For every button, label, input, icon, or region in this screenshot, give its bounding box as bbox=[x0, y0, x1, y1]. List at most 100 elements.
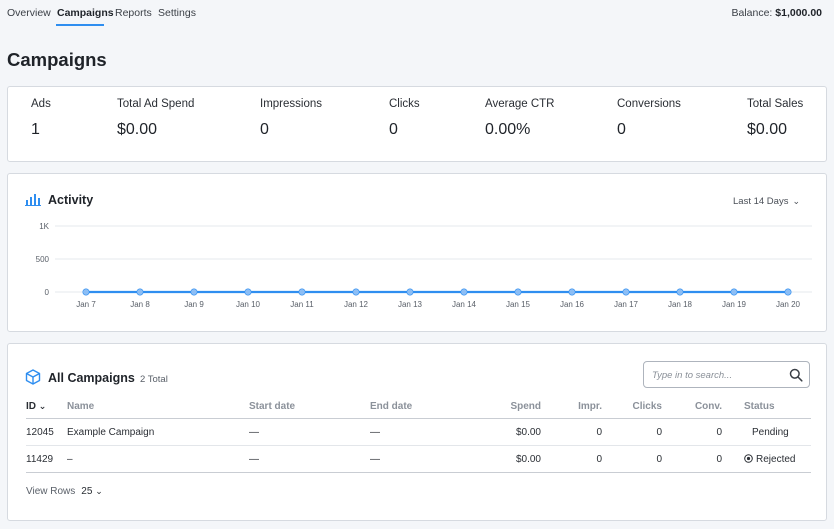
campaigns-count: 2 Total bbox=[140, 374, 168, 385]
column-header-spend[interactable]: Spend bbox=[510, 401, 541, 412]
x-tick-label: Jan 14 bbox=[452, 300, 477, 309]
cell-impressions: 0 bbox=[596, 454, 602, 465]
column-header-start-date[interactable]: Start date bbox=[249, 401, 296, 412]
column-header-status[interactable]: Status bbox=[744, 401, 775, 412]
x-tick-label: Jan 9 bbox=[184, 300, 204, 309]
data-point[interactable] bbox=[784, 288, 792, 296]
cell-impressions: 0 bbox=[596, 427, 602, 438]
x-tick-label: Jan 12 bbox=[344, 300, 369, 309]
y-tick-label: 1K bbox=[39, 222, 49, 231]
stat-value: $0.00 bbox=[117, 121, 158, 138]
chevron-down-icon: ⌄ bbox=[792, 196, 800, 206]
data-point[interactable] bbox=[568, 288, 576, 296]
column-header-id[interactable]: ID ⌄ bbox=[26, 401, 46, 412]
view-rows-select[interactable]: View Rows 25 ⌄ bbox=[26, 486, 103, 497]
balance-label: Balance: bbox=[731, 7, 773, 19]
data-point[interactable] bbox=[136, 288, 144, 296]
tab-campaigns[interactable]: Campaigns bbox=[57, 7, 114, 19]
balance-value: $1,000.00 bbox=[775, 7, 822, 19]
campaigns-card: All Campaigns 2 Total ID ⌄ Name Start da… bbox=[7, 343, 827, 521]
date-range-label: Last 14 Days bbox=[733, 196, 789, 207]
top-nav: Overview Campaigns Reports Settings Bala… bbox=[0, 0, 834, 28]
cell-id: 12045 bbox=[26, 427, 54, 438]
x-tick-label: Jan 18 bbox=[668, 300, 693, 309]
row-divider bbox=[26, 445, 811, 446]
account-balance: Balance: $1,000.00 bbox=[731, 7, 822, 19]
search-icon[interactable] bbox=[789, 368, 803, 387]
x-tick-label: Jan 10 bbox=[236, 300, 261, 309]
column-header-clicks[interactable]: Clicks bbox=[632, 401, 662, 412]
data-point[interactable] bbox=[406, 288, 414, 296]
stat-value: $0.00 bbox=[747, 121, 788, 138]
x-tick-label: Jan 11 bbox=[290, 300, 314, 309]
x-tick-label: Jan 19 bbox=[722, 300, 747, 309]
active-tab-indicator bbox=[56, 24, 104, 26]
tab-overview[interactable]: Overview bbox=[7, 7, 51, 19]
cell-conversions: 0 bbox=[716, 427, 722, 438]
cell-start-date: — bbox=[249, 454, 259, 465]
stat-label: Ads bbox=[31, 98, 51, 110]
cell-spend: $0.00 bbox=[515, 427, 541, 438]
stat-label: Average CTR bbox=[485, 98, 555, 110]
data-point[interactable] bbox=[730, 288, 738, 296]
view-rows-label: View Rows bbox=[26, 486, 76, 497]
data-point[interactable] bbox=[244, 288, 252, 296]
data-point[interactable] bbox=[676, 288, 684, 296]
stat-ads: Ads 1 bbox=[31, 98, 51, 139]
bar-chart-icon bbox=[25, 192, 41, 211]
cell-name[interactable]: Example Campaign bbox=[67, 427, 155, 438]
cell-conversions: 0 bbox=[716, 454, 722, 465]
cell-spend: $0.00 bbox=[515, 454, 541, 465]
cell-clicks: 0 bbox=[656, 427, 662, 438]
y-tick-label: 0 bbox=[45, 288, 50, 297]
data-point[interactable] bbox=[82, 288, 90, 296]
cell-id: 11429 bbox=[26, 454, 54, 465]
cell-end-date: — bbox=[370, 454, 380, 465]
x-tick-label: Jan 8 bbox=[130, 300, 150, 309]
stat-label: Clicks bbox=[389, 98, 420, 110]
stat-clicks: Clicks 0 bbox=[389, 98, 420, 139]
stat-total-ad-spend: Total Ad Spend $0.00 bbox=[117, 98, 194, 139]
cell-start-date: — bbox=[249, 427, 259, 438]
stat-average-ctr: Average CTR 0.00% bbox=[485, 98, 554, 139]
stat-value: 0 bbox=[389, 121, 398, 138]
search-input[interactable] bbox=[652, 367, 782, 383]
data-point[interactable] bbox=[298, 288, 306, 296]
data-point[interactable] bbox=[460, 288, 468, 296]
stat-value: 0.00% bbox=[485, 121, 531, 138]
status-badge: Rejected bbox=[744, 454, 795, 466]
data-point[interactable] bbox=[622, 288, 630, 296]
stat-label: Total Ad Spend bbox=[117, 98, 195, 110]
tab-settings[interactable]: Settings bbox=[158, 7, 196, 19]
stat-value: 0 bbox=[617, 121, 626, 138]
data-point[interactable] bbox=[352, 288, 360, 296]
activity-card: Activity Last 14 Days ⌄ 1K 500 0 Jan 7 Jan 8… bbox=[7, 173, 827, 332]
column-header-name[interactable]: Name bbox=[67, 401, 95, 412]
date-range-select[interactable]: Last 14 Days ⌄ bbox=[733, 196, 800, 207]
table-bottom-divider bbox=[26, 472, 811, 473]
x-tick-label: Jan 16 bbox=[560, 300, 585, 309]
column-header-conversions[interactable]: Conv. bbox=[694, 401, 722, 412]
activity-chart: 1K 500 0 Jan 7 Jan 8 Jan 9 Jan 10 Jan 11 Jan 12… bbox=[36, 222, 812, 309]
stat-label: Total Sales bbox=[747, 98, 804, 110]
chevron-down-icon: ⌄ bbox=[95, 486, 103, 496]
cell-clicks: 0 bbox=[656, 454, 662, 465]
x-tick-label: Jan 15 bbox=[506, 300, 531, 309]
status-label: Rejected bbox=[756, 454, 796, 465]
column-header-impressions[interactable]: Impr. bbox=[578, 401, 602, 412]
stat-conversions: Conversions 0 bbox=[617, 98, 681, 139]
x-tick-label: Jan 7 bbox=[76, 300, 96, 309]
cell-end-date: — bbox=[370, 427, 380, 438]
campaigns-title: All Campaigns bbox=[48, 371, 135, 385]
header-divider bbox=[26, 418, 811, 419]
stat-total-sales: Total Sales $0.00 bbox=[747, 98, 803, 139]
page-title: Campaigns bbox=[7, 49, 107, 70]
cell-name[interactable]: – bbox=[67, 454, 73, 465]
tab-reports[interactable]: Reports bbox=[115, 7, 152, 19]
y-tick-label: 500 bbox=[36, 255, 50, 264]
stat-value: 1 bbox=[31, 121, 40, 138]
data-point[interactable] bbox=[190, 288, 198, 296]
data-point[interactable] bbox=[514, 288, 522, 296]
column-header-end-date[interactable]: End date bbox=[370, 401, 413, 412]
chevron-down-icon: ⌄ bbox=[38, 401, 47, 411]
